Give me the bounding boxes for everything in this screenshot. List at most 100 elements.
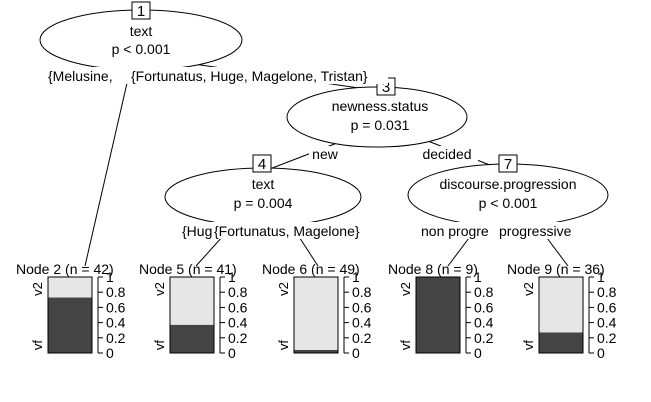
node-id-box <box>498 154 518 173</box>
edge-label-n3-left: new <box>312 146 339 162</box>
bar-axis-tick-label: 1 <box>106 269 114 285</box>
bar-axis-tick-label: 0.4 <box>597 315 617 331</box>
bar-frame <box>415 276 461 354</box>
terminal-node-5: Node 5 (n = 41) v2 vf 00.20.40.60.81 <box>139 261 248 361</box>
edge-label-n4-right: {Fortunatus, Magelone} <box>214 223 360 239</box>
terminal-node-8: Node 8 (n = 9) v2 vf 00.20.40.60.81 <box>388 261 494 361</box>
edge-label-n3-right: decided <box>422 146 471 162</box>
bar-axis-tick-label: 1 <box>228 269 236 285</box>
node-id: 4 <box>258 156 266 173</box>
bar-axis-tick-label: 0.8 <box>106 284 126 300</box>
bar-label-v2: v2 <box>30 282 45 296</box>
bar-axis-tick-label: 0.8 <box>597 284 617 300</box>
edge-label-bg <box>182 222 376 239</box>
node-variable: discourse.progression <box>440 176 577 192</box>
bar-label-v2: v2 <box>398 282 413 296</box>
bar-axis-tick-label: 0.4 <box>352 315 372 331</box>
bar-segment-vf <box>416 277 460 353</box>
node-id: 7 <box>504 156 512 173</box>
edge-label-n7-left: non progre <box>421 223 489 239</box>
edge-label-bg <box>421 222 583 239</box>
bar-label-v2: v2 <box>276 282 291 296</box>
bar-axis-tick-label: 0.4 <box>106 315 126 331</box>
bar-segment-v2 <box>294 277 338 350</box>
node-pvalue: p = 0.004 <box>234 195 293 211</box>
bar-label-v2: v2 <box>152 282 167 296</box>
edge-labels: {Melusine, {Fortunatus, Huge, Magelone, … <box>48 67 583 239</box>
bar-axis-tick-label: 1 <box>474 269 482 285</box>
bar-axis-tick-label: 0.6 <box>228 299 248 315</box>
bar-axis-tick-label: 0 <box>228 345 236 361</box>
bar-label-vf: vf <box>276 340 291 351</box>
bar-axis-tick-label: 0 <box>597 345 605 361</box>
terminal-node-6: Node 6 (n = 49) v2 vf 00.20.40.60.81 <box>262 261 372 361</box>
bar-axis-tick-label: 0 <box>352 345 360 361</box>
bar-axis-tick-label: 0.6 <box>106 299 126 315</box>
bar-label-vf: vf <box>521 340 536 351</box>
edge-label-n7-right: progressive <box>499 223 572 239</box>
terminal-node-title: Node 5 (n = 41) <box>139 261 237 277</box>
bar-label-vf: vf <box>152 340 167 351</box>
terminal-node-title: Node 6 (n = 49) <box>262 261 360 277</box>
bar-label-v2: v2 <box>521 282 536 296</box>
edge-label-n4-left: {Hug <box>182 223 212 239</box>
bar-axis-tick-label: 0.4 <box>474 315 494 331</box>
bar-axis-tick-label: 1 <box>597 269 605 285</box>
bar-segment-vf <box>48 297 92 353</box>
bar-frame <box>293 276 339 354</box>
terminal-node-title: Node 8 (n = 9) <box>388 261 478 277</box>
bar-frame <box>169 276 215 354</box>
bar-axis-tick-label: 0.8 <box>228 284 248 300</box>
bar-axis-tick-label: 0.6 <box>474 299 494 315</box>
inner-node-3: 3 newness.status p = 0.031 <box>286 77 468 148</box>
bar-segment-v2 <box>48 277 92 298</box>
edge-label-n1-left: {Melusine, <box>48 68 113 84</box>
node-variable: text <box>252 176 275 192</box>
inner-node-7: 7 discourse.progression p < 0.001 <box>407 154 609 227</box>
bar-label-vf: vf <box>30 340 45 351</box>
node-id-box <box>252 154 272 173</box>
node-pvalue: p < 0.001 <box>479 195 538 211</box>
node-id: 1 <box>137 3 145 20</box>
bar-axis-tick-label: 0.2 <box>597 330 617 346</box>
edge-label-bg <box>416 146 478 163</box>
bar-axis-tick-label: 0.8 <box>352 284 372 300</box>
terminal-node-title: Node 2 (n = 42) <box>16 261 114 277</box>
node-id: 3 <box>382 79 390 96</box>
bar-axis-tick-label: 0.4 <box>228 315 248 331</box>
edge-label-n1-right: {Fortunatus, Huge, Magelone, Tristan} <box>131 68 368 84</box>
terminal-node-2: Node 2 (n = 42) v2 vf 00.20.40.60.81 <box>16 261 126 361</box>
bar-segment-vf <box>170 324 214 353</box>
node-variable: newness.status <box>332 98 429 114</box>
bar-axis-tick-label: 1 <box>352 269 360 285</box>
bar-axis-tick-label: 0.2 <box>228 330 248 346</box>
bar-axis-tick-label: 0 <box>474 345 482 361</box>
bar-segment-v2 <box>539 277 583 333</box>
bar-label-vf: vf <box>398 340 413 351</box>
bar-axis-tick-label: 0.2 <box>106 330 126 346</box>
bar-axis-tick-label: 0.2 <box>474 330 494 346</box>
bar-segment-vf <box>539 332 583 353</box>
inner-node-1: 1 text p < 0.001 <box>39 1 243 71</box>
edge-1-2 <box>84 69 131 267</box>
bar-frame <box>47 276 93 354</box>
node-pvalue: p = 0.031 <box>351 117 410 133</box>
node-variable: text <box>130 23 153 39</box>
bar-axis-tick-label: 0.8 <box>474 284 494 300</box>
bar-segment-v2 <box>170 277 214 325</box>
edge-label-bg <box>309 146 343 163</box>
bar-axis-tick-label: 0 <box>106 345 114 361</box>
bar-frame <box>538 276 584 354</box>
bar-axis-tick-label: 0.6 <box>597 299 617 315</box>
bar-axis-tick-label: 0.6 <box>352 299 372 315</box>
bar-segment-vf <box>294 349 338 353</box>
terminal-node-title: Node 9 (n = 36) <box>507 261 605 277</box>
bar-axis-tick-label: 0.2 <box>352 330 372 346</box>
node-id-box <box>131 1 151 20</box>
node-pvalue: p < 0.001 <box>112 41 171 57</box>
edge-label-bg <box>48 67 388 84</box>
inner-node-4: 4 text p = 0.004 <box>164 154 362 227</box>
terminal-node-9: Node 9 (n = 36) v2 vf 00.20.40.60.81 <box>507 261 617 361</box>
